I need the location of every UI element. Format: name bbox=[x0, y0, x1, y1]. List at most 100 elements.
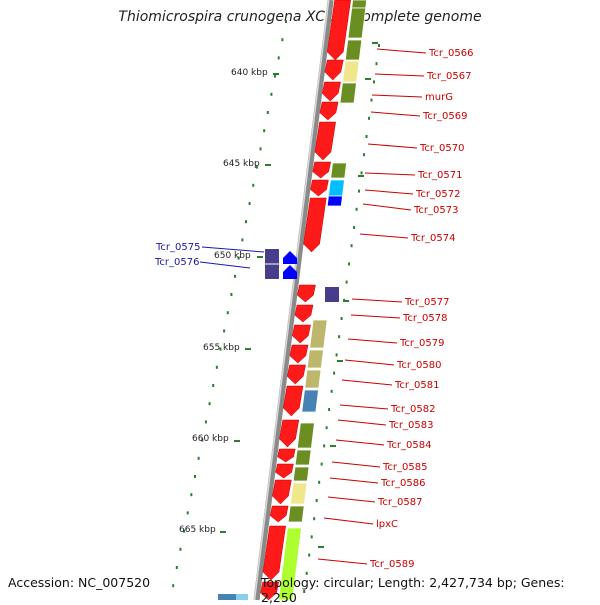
label-leader bbox=[364, 189, 414, 195]
feature-dash bbox=[372, 42, 378, 44]
tick-dot bbox=[320, 462, 323, 466]
cog-block bbox=[347, 7, 367, 39]
cog-block bbox=[296, 422, 315, 449]
tick-dot bbox=[208, 402, 211, 406]
cog-block bbox=[301, 389, 319, 413]
gene-label-tcr-0569[interactable]: Tcr_0569 bbox=[422, 111, 467, 122]
tick-dot bbox=[197, 456, 200, 460]
gene-label-tcr-0582[interactable]: Tcr_0582 bbox=[390, 404, 435, 415]
tick-dot bbox=[219, 347, 222, 351]
gene-label-tcr-0589[interactable]: Tcr_0589 bbox=[369, 559, 414, 570]
cog-block bbox=[287, 505, 305, 523]
tick-dot bbox=[323, 444, 326, 448]
label-leader bbox=[371, 94, 423, 98]
features bbox=[218, 0, 368, 600]
tick-dot bbox=[373, 80, 376, 84]
gene-label-tcr-0571[interactable]: Tcr_0571 bbox=[417, 170, 462, 181]
gene-block-tcr-0577 bbox=[325, 287, 339, 302]
tick-dot bbox=[201, 438, 204, 442]
gene-label-tcr-0577[interactable]: Tcr_0577 bbox=[404, 297, 449, 308]
cog-block bbox=[342, 60, 360, 83]
tick-dot bbox=[175, 566, 178, 569]
label-leader-left bbox=[199, 261, 251, 269]
tick-dot bbox=[340, 317, 343, 320]
tick-dot bbox=[212, 384, 215, 387]
gene-label-tcr-0567[interactable]: Tcr_0567 bbox=[426, 71, 471, 82]
label-leader bbox=[350, 314, 401, 319]
tick-dot bbox=[365, 135, 368, 138]
gene-label-tcr-0587[interactable]: Tcr_0587 bbox=[377, 497, 422, 508]
kbp-tick bbox=[234, 440, 240, 442]
gene-label-tcr-0586[interactable]: Tcr_0586 bbox=[380, 478, 425, 489]
gene-label-tcr-0572[interactable]: Tcr_0572 bbox=[415, 189, 460, 200]
tick-dot bbox=[360, 171, 363, 175]
gene-arrow bbox=[289, 344, 309, 364]
gene-label-tcr-0581[interactable]: Tcr_0581 bbox=[394, 380, 439, 391]
gene-arrow bbox=[292, 324, 311, 344]
feature-dash bbox=[343, 300, 349, 302]
gene-label-tcr-0578[interactable]: Tcr_0578 bbox=[402, 313, 447, 324]
tick-dot bbox=[248, 202, 251, 205]
gene-arrow bbox=[294, 304, 314, 323]
feature-dash bbox=[358, 175, 364, 177]
gene-label-tcr-0584[interactable]: Tcr_0584 bbox=[386, 440, 431, 451]
cog-block bbox=[344, 39, 363, 61]
gene-label-tcr-0583[interactable]: Tcr_0583 bbox=[388, 420, 433, 431]
tick-dot bbox=[345, 280, 348, 284]
gene-label-lpxc[interactable]: lpxC bbox=[376, 519, 398, 530]
label-leader bbox=[335, 439, 385, 446]
gene-label-tcr-0579[interactable]: Tcr_0579 bbox=[399, 338, 444, 349]
cog-block bbox=[330, 162, 348, 179]
kbp-tick bbox=[265, 164, 271, 166]
label-leader bbox=[347, 338, 398, 344]
gene-label-tcr-0566[interactable]: Tcr_0566 bbox=[428, 48, 473, 59]
gene-arrow bbox=[279, 419, 300, 448]
tick-dot bbox=[204, 420, 207, 424]
tick-dot bbox=[325, 426, 328, 430]
gene-label-tcr-0574[interactable]: Tcr_0574 bbox=[410, 233, 455, 244]
label-leader bbox=[344, 359, 395, 366]
cog-block bbox=[278, 527, 302, 600]
tick-dot bbox=[313, 517, 316, 521]
label-leader bbox=[329, 477, 379, 484]
tick-dot bbox=[190, 493, 193, 497]
gene-arrow bbox=[297, 284, 316, 303]
tick-dot bbox=[194, 475, 196, 478]
gene-arrow bbox=[286, 364, 306, 385]
gene-label-murg[interactable]: murG bbox=[425, 92, 453, 103]
tick-dot bbox=[308, 553, 311, 557]
tick-dot bbox=[266, 111, 269, 114]
tick-dot bbox=[215, 365, 218, 369]
gene-label-tcr-0573[interactable]: Tcr_0573 bbox=[413, 205, 458, 216]
topology-text: Topology: circular; Length: 2,427,734 bp… bbox=[261, 575, 565, 605]
gene-label-tcr-0575[interactable]: Tcr_0575 bbox=[155, 242, 200, 253]
tick-dot bbox=[335, 353, 338, 357]
kbp-tick bbox=[245, 348, 251, 350]
backbone-highlight bbox=[253, 0, 330, 600]
gene-label-tcr-0580[interactable]: Tcr_0580 bbox=[396, 360, 441, 371]
gene-label-tcr-0570[interactable]: Tcr_0570 bbox=[419, 143, 464, 154]
gene-arrow-tcr-0576 bbox=[283, 251, 297, 264]
gene-label-tcr-0585[interactable]: Tcr_0585 bbox=[382, 462, 427, 473]
tick-dot bbox=[328, 408, 331, 411]
label-leader bbox=[331, 461, 381, 468]
label-leader bbox=[351, 298, 403, 303]
gene-arrow bbox=[303, 197, 327, 253]
tick-dot bbox=[363, 153, 366, 157]
tick-dot bbox=[303, 590, 306, 593]
kbp-tick bbox=[257, 256, 263, 258]
tick-dot bbox=[274, 74, 277, 78]
tick-dot bbox=[179, 547, 182, 551]
tick-dot bbox=[281, 38, 284, 42]
gene-label-tcr-0576[interactable]: Tcr_0576 bbox=[154, 257, 199, 268]
label-leader bbox=[362, 203, 412, 211]
tick-dot bbox=[315, 499, 318, 502]
label-leader bbox=[364, 172, 416, 176]
gene-arrow bbox=[269, 505, 289, 523]
gene-arrow bbox=[327, 0, 351, 61]
gene-block-partial bbox=[218, 594, 236, 600]
tick-dot bbox=[237, 256, 240, 260]
kbp-label-655: 655 kbp bbox=[203, 343, 240, 353]
kbp-label-665: 665 kbp bbox=[179, 525, 216, 535]
